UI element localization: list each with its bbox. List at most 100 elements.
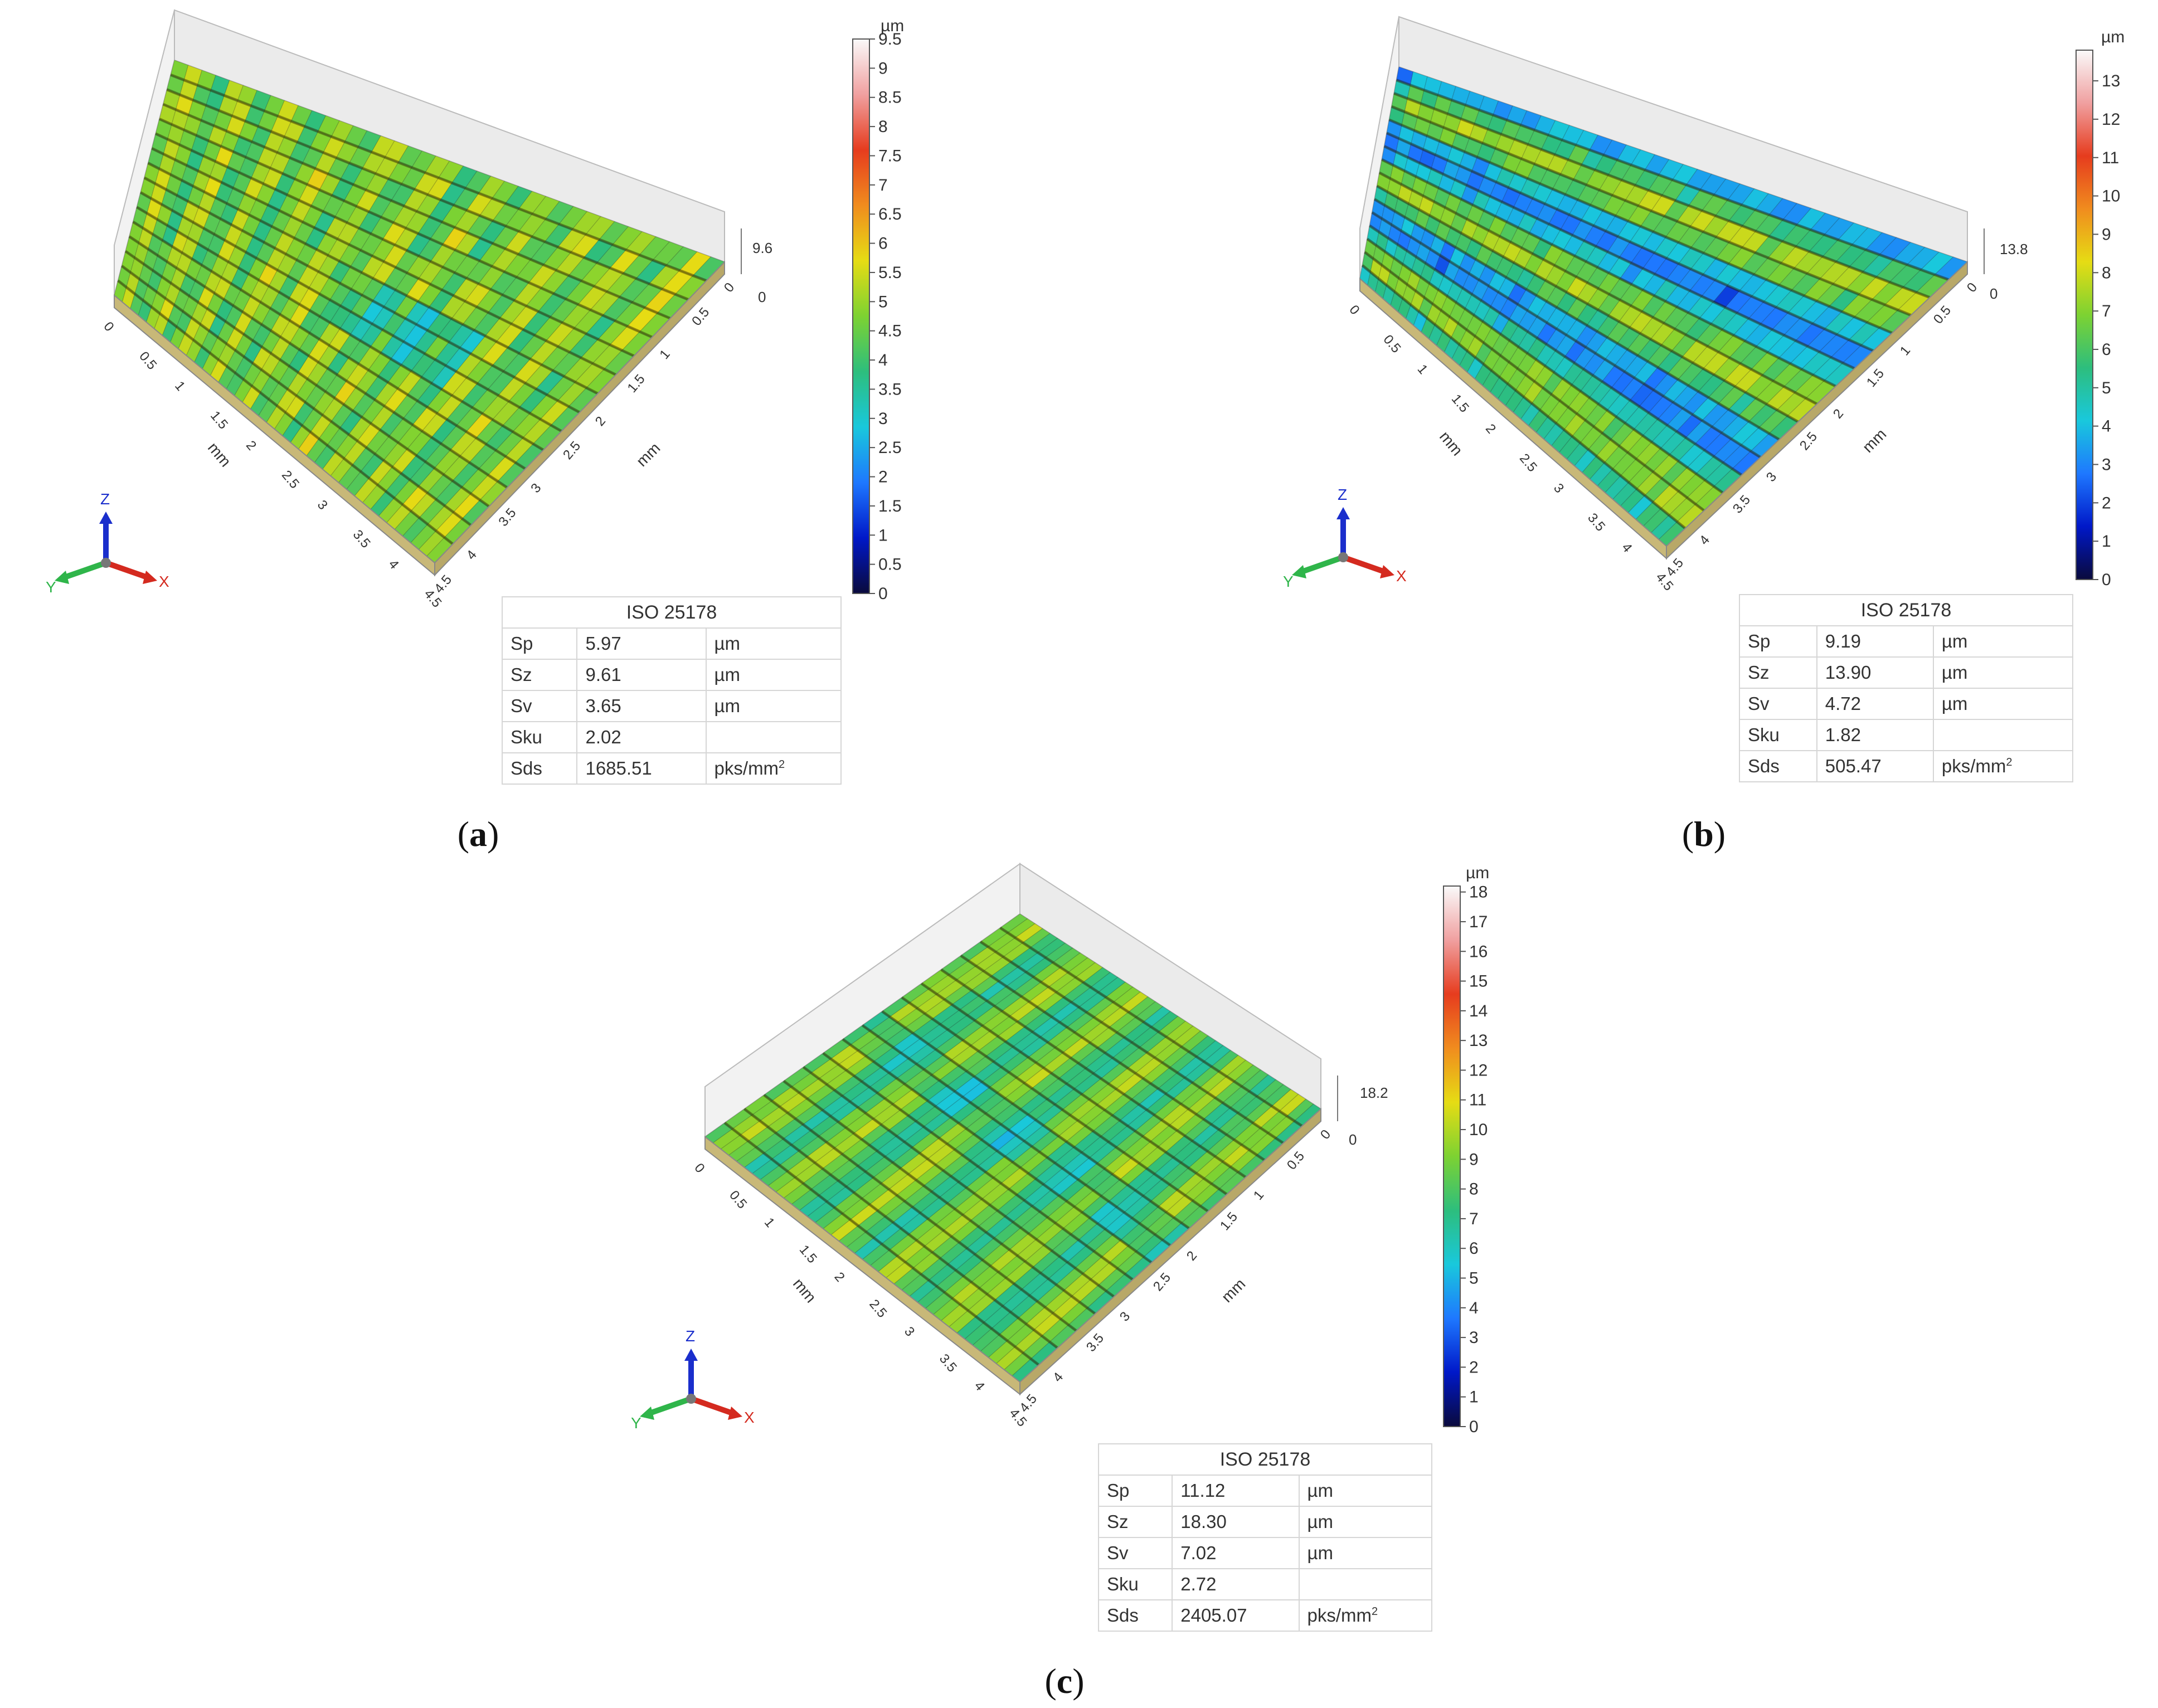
colorbar-tick-label: 12 xyxy=(1469,1061,1488,1079)
colorbar-tick-label: 5.5 xyxy=(878,264,902,282)
ridge-line xyxy=(128,235,508,489)
colorbar-unit-c: µm xyxy=(1466,864,1490,882)
unit-text: pks/mm xyxy=(1307,1605,1372,1626)
triad-x-label-a: X xyxy=(159,573,169,590)
ridge-line xyxy=(151,147,617,376)
colorbar-tick-label: 9 xyxy=(1469,1150,1479,1169)
unit-cell: pks/mm2 xyxy=(705,752,842,785)
table-row: Sv 3.65 µm xyxy=(501,690,842,722)
unit-cell: µm xyxy=(705,659,842,691)
colorbar-tick-label: 8 xyxy=(878,118,888,136)
ridge-line xyxy=(136,206,545,451)
colorbar-tick-label: 3 xyxy=(1469,1329,1479,1347)
colorbar-tick-label: 0 xyxy=(878,585,888,603)
colorbar-tick-label: 1.5 xyxy=(878,497,902,515)
iso-table-c: ISO 25178 Sp 11.12 µm Sz 18.30 µm Sv 7.02 µm S… xyxy=(1097,1443,1433,1632)
table-header-row: ISO 25178 xyxy=(1098,1443,1432,1476)
colorbar-tick-label: 18 xyxy=(1469,883,1488,902)
table-row: Sds 1685.51 pks/mm2 xyxy=(501,752,842,785)
ridge-line xyxy=(121,265,472,527)
ridge-line xyxy=(140,191,562,432)
colorbar-tick-label: 14 xyxy=(1469,1002,1488,1020)
colorbar-tick-label: 3.5 xyxy=(878,380,902,398)
value-cell: 9.61 xyxy=(576,659,707,691)
param-cell: Sz xyxy=(501,659,578,691)
colorbar-tick-label: 1 xyxy=(1469,1388,1479,1407)
value-cell: 7.02 xyxy=(1172,1537,1300,1569)
axis-triad-c: Z Y X xyxy=(624,1327,769,1438)
colorbar-tick-label: 6 xyxy=(1469,1239,1479,1258)
param-cell: Sp xyxy=(1097,1475,1173,1507)
colorbar-tick-label: 6 xyxy=(878,235,888,253)
colorbar-tick-label: 15 xyxy=(1469,972,1488,991)
caption-letter: c xyxy=(1056,1661,1073,1701)
unit-cell: µm xyxy=(705,690,842,722)
iso-table-a: ISO 25178 Sp 5.97 µm Sz 9.61 µm Sv 3.65 µm Sku… xyxy=(501,596,842,785)
unit-cell: µm xyxy=(705,627,842,660)
colorbar-tick-label: 7.5 xyxy=(878,147,902,165)
unit-cell: µm xyxy=(1298,1475,1433,1507)
colorbar-tick-label: 0.5 xyxy=(878,556,902,574)
colorbar-tick-label: 17 xyxy=(1469,913,1488,931)
colorbar-tick-label: 2.5 xyxy=(878,439,902,457)
unit-text: pks/mm xyxy=(714,758,779,778)
table-row: Sp 11.12 µm xyxy=(1097,1475,1433,1507)
colorbar-tick-label: 2 xyxy=(878,468,888,486)
colorbar-tick-label: 7 xyxy=(878,176,888,194)
height-max-label-c: 18.2 xyxy=(1360,1084,1388,1101)
colorbar-tick-label: 3 xyxy=(878,410,888,428)
table-row: Sz 9.61 µm xyxy=(501,659,842,691)
unit-cell: µm xyxy=(1298,1537,1433,1569)
unit-cell: µm xyxy=(1298,1506,1433,1538)
table-row: Sv 7.02 µm xyxy=(1097,1537,1433,1569)
triad-y-label-c: Y xyxy=(631,1414,641,1432)
colorbar-tick-label: 1 xyxy=(878,526,888,544)
param-cell: Sku xyxy=(501,721,578,753)
colorbar-tick-label: 7 xyxy=(1469,1210,1479,1228)
value-cell: 11.12 xyxy=(1172,1475,1300,1507)
param-cell: Sku xyxy=(1097,1568,1173,1600)
colorbar-tick-label: 9 xyxy=(878,59,888,77)
table-header: ISO 25178 xyxy=(502,596,842,629)
value-cell: 2405.07 xyxy=(1172,1599,1300,1632)
value-cell: 18.30 xyxy=(1172,1506,1300,1538)
unit-superscript: 2 xyxy=(1372,1605,1378,1618)
height-zero-label-c: 0 xyxy=(1349,1131,1357,1148)
colorbar-tick-label: 4.5 xyxy=(878,322,902,340)
ridge-line xyxy=(147,162,599,395)
value-cell: 1685.51 xyxy=(576,752,707,785)
caption-a: (a) xyxy=(457,814,499,854)
param-cell: Sds xyxy=(501,752,578,785)
colorbar-tick-label: 8.5 xyxy=(878,89,902,107)
value-cell: 2.72 xyxy=(1172,1568,1300,1600)
colorbar-tick-label: 5 xyxy=(1469,1269,1479,1288)
unit-cell: pks/mm2 xyxy=(1298,1599,1433,1632)
colorbar-tick-label: 11 xyxy=(1469,1091,1486,1110)
colorbar-tick-label: 10 xyxy=(1469,1121,1488,1139)
colorbar-tick-label: 4 xyxy=(878,351,888,369)
ridge-line xyxy=(124,250,490,508)
ridge-line xyxy=(170,74,707,283)
table-row: Sku 2.02 xyxy=(501,721,842,753)
table-row: Sku 2.72 xyxy=(1097,1568,1433,1600)
ridge-line xyxy=(155,132,635,358)
unit-superscript: 2 xyxy=(779,758,785,771)
ridge-line xyxy=(132,221,526,470)
caption-c: (c) xyxy=(1044,1661,1085,1701)
triad-x-label-c: X xyxy=(744,1409,755,1426)
triad-y-label-a: Y xyxy=(46,578,56,596)
value-cell: 5.97 xyxy=(576,627,707,660)
colorbar-tick-label: 0 xyxy=(1469,1418,1479,1436)
table-header-row: ISO 25178 xyxy=(502,596,842,629)
triad-z-label-c: Z xyxy=(686,1327,696,1345)
surface-mesh xyxy=(114,60,726,563)
triad-z-label-a: Z xyxy=(100,490,110,508)
colorbar-tick-label: 5 xyxy=(878,293,888,311)
table-header: ISO 25178 xyxy=(1098,1443,1432,1476)
ridge-line xyxy=(143,176,581,414)
caption-letter: a xyxy=(469,814,487,854)
